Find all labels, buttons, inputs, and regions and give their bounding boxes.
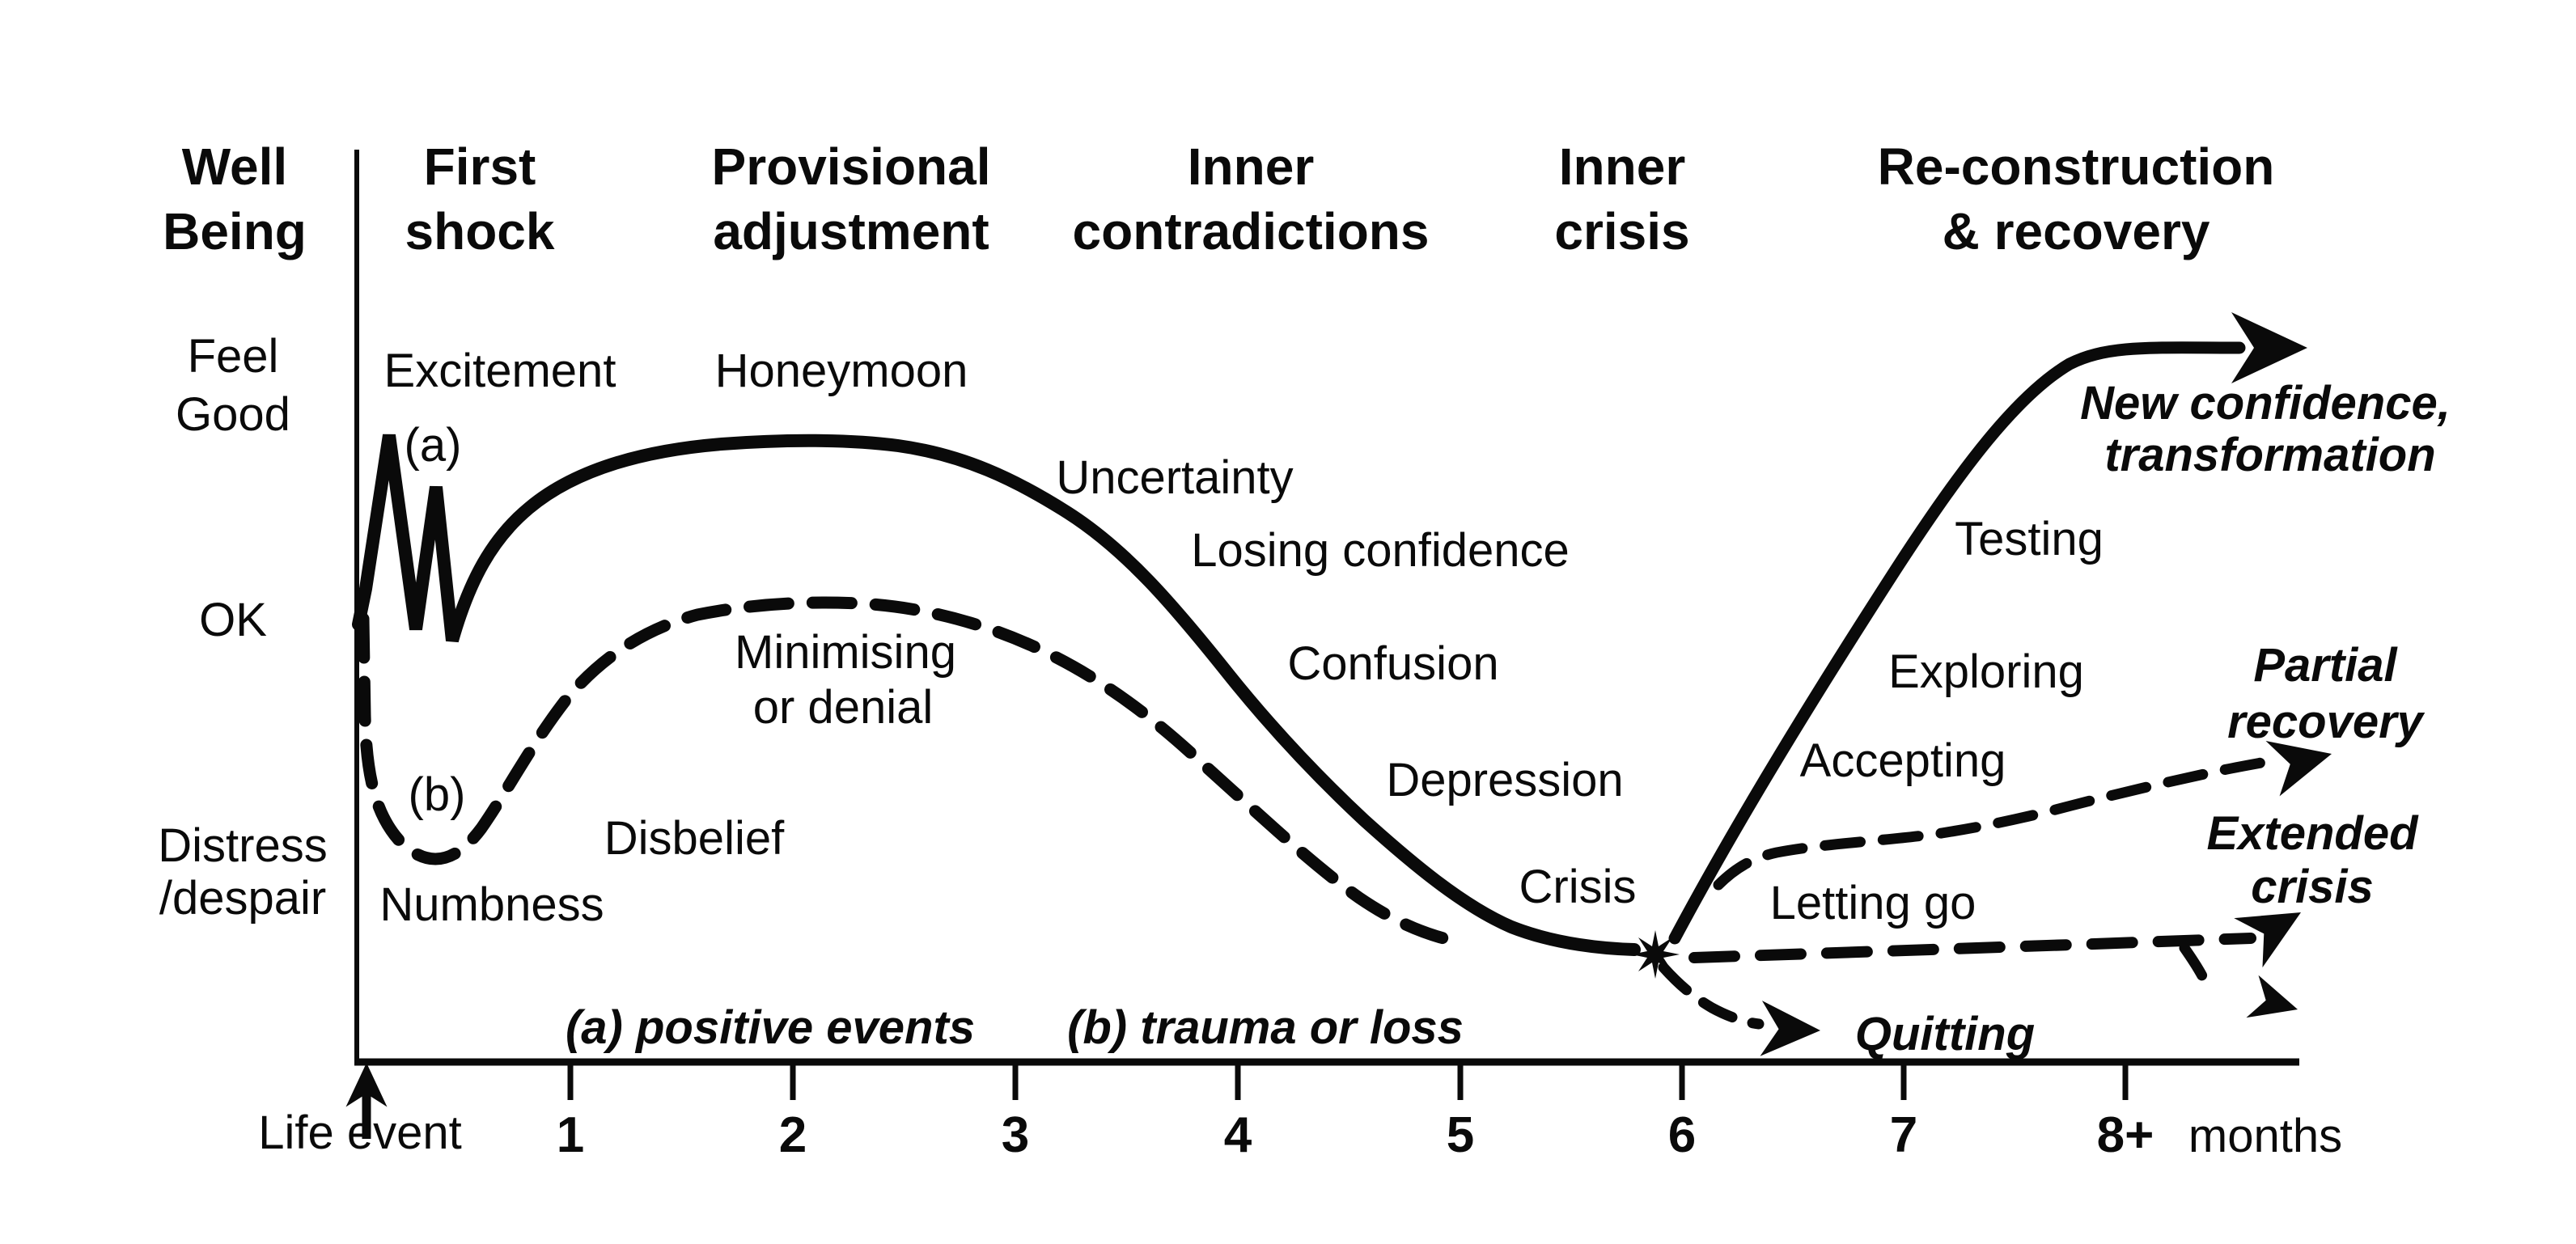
- label-depression: Depression: [1386, 754, 1623, 806]
- phase-first-shock-line1: First: [424, 138, 536, 196]
- label-new-confidence-line1: New confidence,: [2080, 377, 2451, 429]
- x-origin-label: Life event: [258, 1106, 462, 1159]
- label-minimising-line1: Minimising: [735, 626, 956, 679]
- x-tick-label-8: 8+: [2097, 1107, 2154, 1163]
- recovery-line-path: [1668, 341, 2246, 945]
- partial-recovery-arrowhead-icon: [2265, 741, 2332, 797]
- life-event-up-arrow-icon: [345, 1063, 388, 1107]
- legend-b: (b) trauma or loss: [1067, 1001, 1464, 1054]
- x-tick-label-5: 5: [1447, 1107, 1474, 1163]
- curve-a-path: [352, 434, 1641, 956]
- curve-b-path: [357, 596, 1468, 949]
- y-level-distress-line2: /despair: [159, 872, 326, 925]
- downward-spur-arrowhead-icon: [2246, 975, 2298, 1018]
- label-accepting: Accepting: [1800, 734, 2006, 787]
- label-honeymoon: Honeymoon: [715, 345, 968, 397]
- label-partial-recovery-line1: Partial: [2253, 639, 2398, 692]
- phase-reconstruction-line2: & recovery: [1943, 202, 2210, 260]
- y-axis-title-line2: Being: [163, 202, 307, 260]
- branch-extended-crisis-path: [1688, 933, 2256, 963]
- label-marker-b: (b): [409, 768, 466, 821]
- y-axis-title-line1: Well: [182, 138, 287, 196]
- label-numbness: Numbness: [379, 878, 604, 931]
- label-marker-a: (a): [405, 419, 462, 472]
- x-tick-label-6: 6: [1668, 1107, 1696, 1163]
- extended-crisis-arrowhead-icon: [2234, 912, 2301, 968]
- x-unit-label: months: [2188, 1110, 2342, 1162]
- label-testing: Testing: [1955, 513, 2104, 565]
- label-letting-go: Letting go: [1770, 877, 1976, 929]
- label-crisis: Crisis: [1519, 861, 1637, 913]
- label-extended-crisis-line1: Extended: [2206, 807, 2419, 860]
- y-level-distress-line1: Distress: [158, 819, 327, 872]
- phase-first-shock-line2: shock: [405, 202, 555, 260]
- label-new-confidence-line2: transformation: [2104, 429, 2435, 481]
- phase-inner-crisis-line2: crisis: [1554, 202, 1689, 260]
- x-axis-ticks: [567, 1062, 2129, 1100]
- phase-provisional-line1: Provisional: [712, 138, 991, 196]
- label-exploring: Exploring: [1888, 645, 2084, 698]
- branch-quitting-path: [1658, 962, 1765, 1030]
- label-disbelief: Disbelief: [604, 812, 785, 865]
- quitting-arrowhead-icon: [1760, 1001, 1820, 1056]
- y-level-ok: OK: [199, 594, 267, 646]
- y-level-feel-good-line2: Good: [176, 388, 290, 441]
- branch-downward-spur-path: [2179, 942, 2214, 996]
- legend-a: (a) positive events: [566, 1001, 975, 1054]
- x-tick-label-3: 3: [1002, 1107, 1029, 1163]
- x-tick-label-4: 4: [1224, 1107, 1252, 1163]
- label-quitting: Quitting: [1855, 1008, 2035, 1060]
- label-confusion: Confusion: [1287, 637, 1498, 690]
- recovery-arrowhead-icon: [2231, 312, 2307, 383]
- phase-reconstruction-line1: Re-construction: [1878, 138, 2275, 196]
- label-excitement: Excitement: [384, 345, 616, 397]
- branch-partial-recovery-path: [1713, 755, 2276, 891]
- x-tick-label-2: 2: [779, 1107, 807, 1163]
- label-partial-recovery-line2: recovery: [2227, 696, 2426, 748]
- x-tick-label-7: 7: [1890, 1107, 1917, 1163]
- y-level-feel-good-line1: Feel: [188, 330, 279, 383]
- label-losing-confidence: Losing confidence: [1191, 524, 1570, 577]
- label-uncertainty: Uncertainty: [1056, 451, 1293, 504]
- x-tick-label-1: 1: [557, 1107, 584, 1163]
- phase-contradictions-line1: Inner: [1188, 138, 1314, 196]
- phase-contradictions-line2: contradictions: [1073, 202, 1430, 260]
- phase-provisional-line2: adjustment: [713, 202, 989, 260]
- label-extended-crisis-line2: crisis: [2251, 861, 2374, 913]
- phase-inner-crisis-line1: Inner: [1559, 138, 1685, 196]
- label-minimising-line2: or denial: [753, 681, 933, 734]
